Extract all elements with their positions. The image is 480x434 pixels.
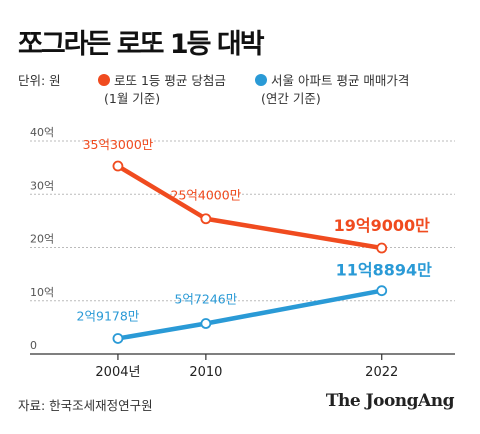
legend-apt: 서울 아파트 평균 매매가격 (연간 기준): [255, 72, 409, 108]
source-note: 자료: 한국조세재정연구원: [18, 398, 153, 413]
chart-title: 쪼그라든 로또 1등 대박: [18, 29, 265, 60]
x-tick-label: 2004년: [95, 365, 140, 380]
legend-lotto-sublabel: (1월 기준): [104, 91, 161, 106]
lotto-data-point: [376, 242, 388, 254]
apt-data-point: [376, 285, 388, 297]
lotto-data-label: 19억9000만: [334, 216, 431, 235]
x-tick-label: 2010: [189, 365, 222, 380]
x-tick-label: 2022: [365, 365, 398, 380]
lotto-series-line: [115, 163, 384, 251]
y-tick-label: 10억: [30, 286, 54, 299]
legend-apt-swatch-icon: [255, 74, 267, 86]
lotto-data-point: [200, 213, 212, 225]
apt-data-label: 11억8894만: [336, 261, 433, 280]
y-tick-label: 20억: [30, 233, 54, 246]
y-tick-label: 0: [30, 339, 37, 352]
apt-data-point: [112, 333, 124, 344]
publisher-logo: The JoongAng: [325, 391, 455, 411]
lotto-data-point: [112, 160, 124, 172]
legend-lotto: 로또 1등 평균 당첨금 (1월 기준): [98, 72, 226, 108]
y-tick-label: 40억: [30, 126, 54, 139]
apt-data-label: 2억9178만: [77, 308, 140, 323]
legend-apt-label: 서울 아파트 평균 매매가격: [271, 73, 410, 88]
unit-label: 단위: 원: [18, 73, 61, 88]
lotto-data-label: 25억4000만: [171, 188, 242, 203]
lotto-data-label: 35억3000만: [83, 137, 154, 152]
legend-apt-sublabel: (연간 기준): [261, 91, 321, 106]
apt-data-label: 5억7246만: [174, 292, 237, 307]
legend-lotto-swatch-icon: [98, 74, 110, 86]
legend-lotto-label: 로또 1등 평균 당첨금: [114, 73, 226, 88]
y-tick-label: 30억: [30, 179, 54, 192]
apt-data-point: [200, 318, 212, 329]
apt-series-line: [115, 288, 384, 341]
